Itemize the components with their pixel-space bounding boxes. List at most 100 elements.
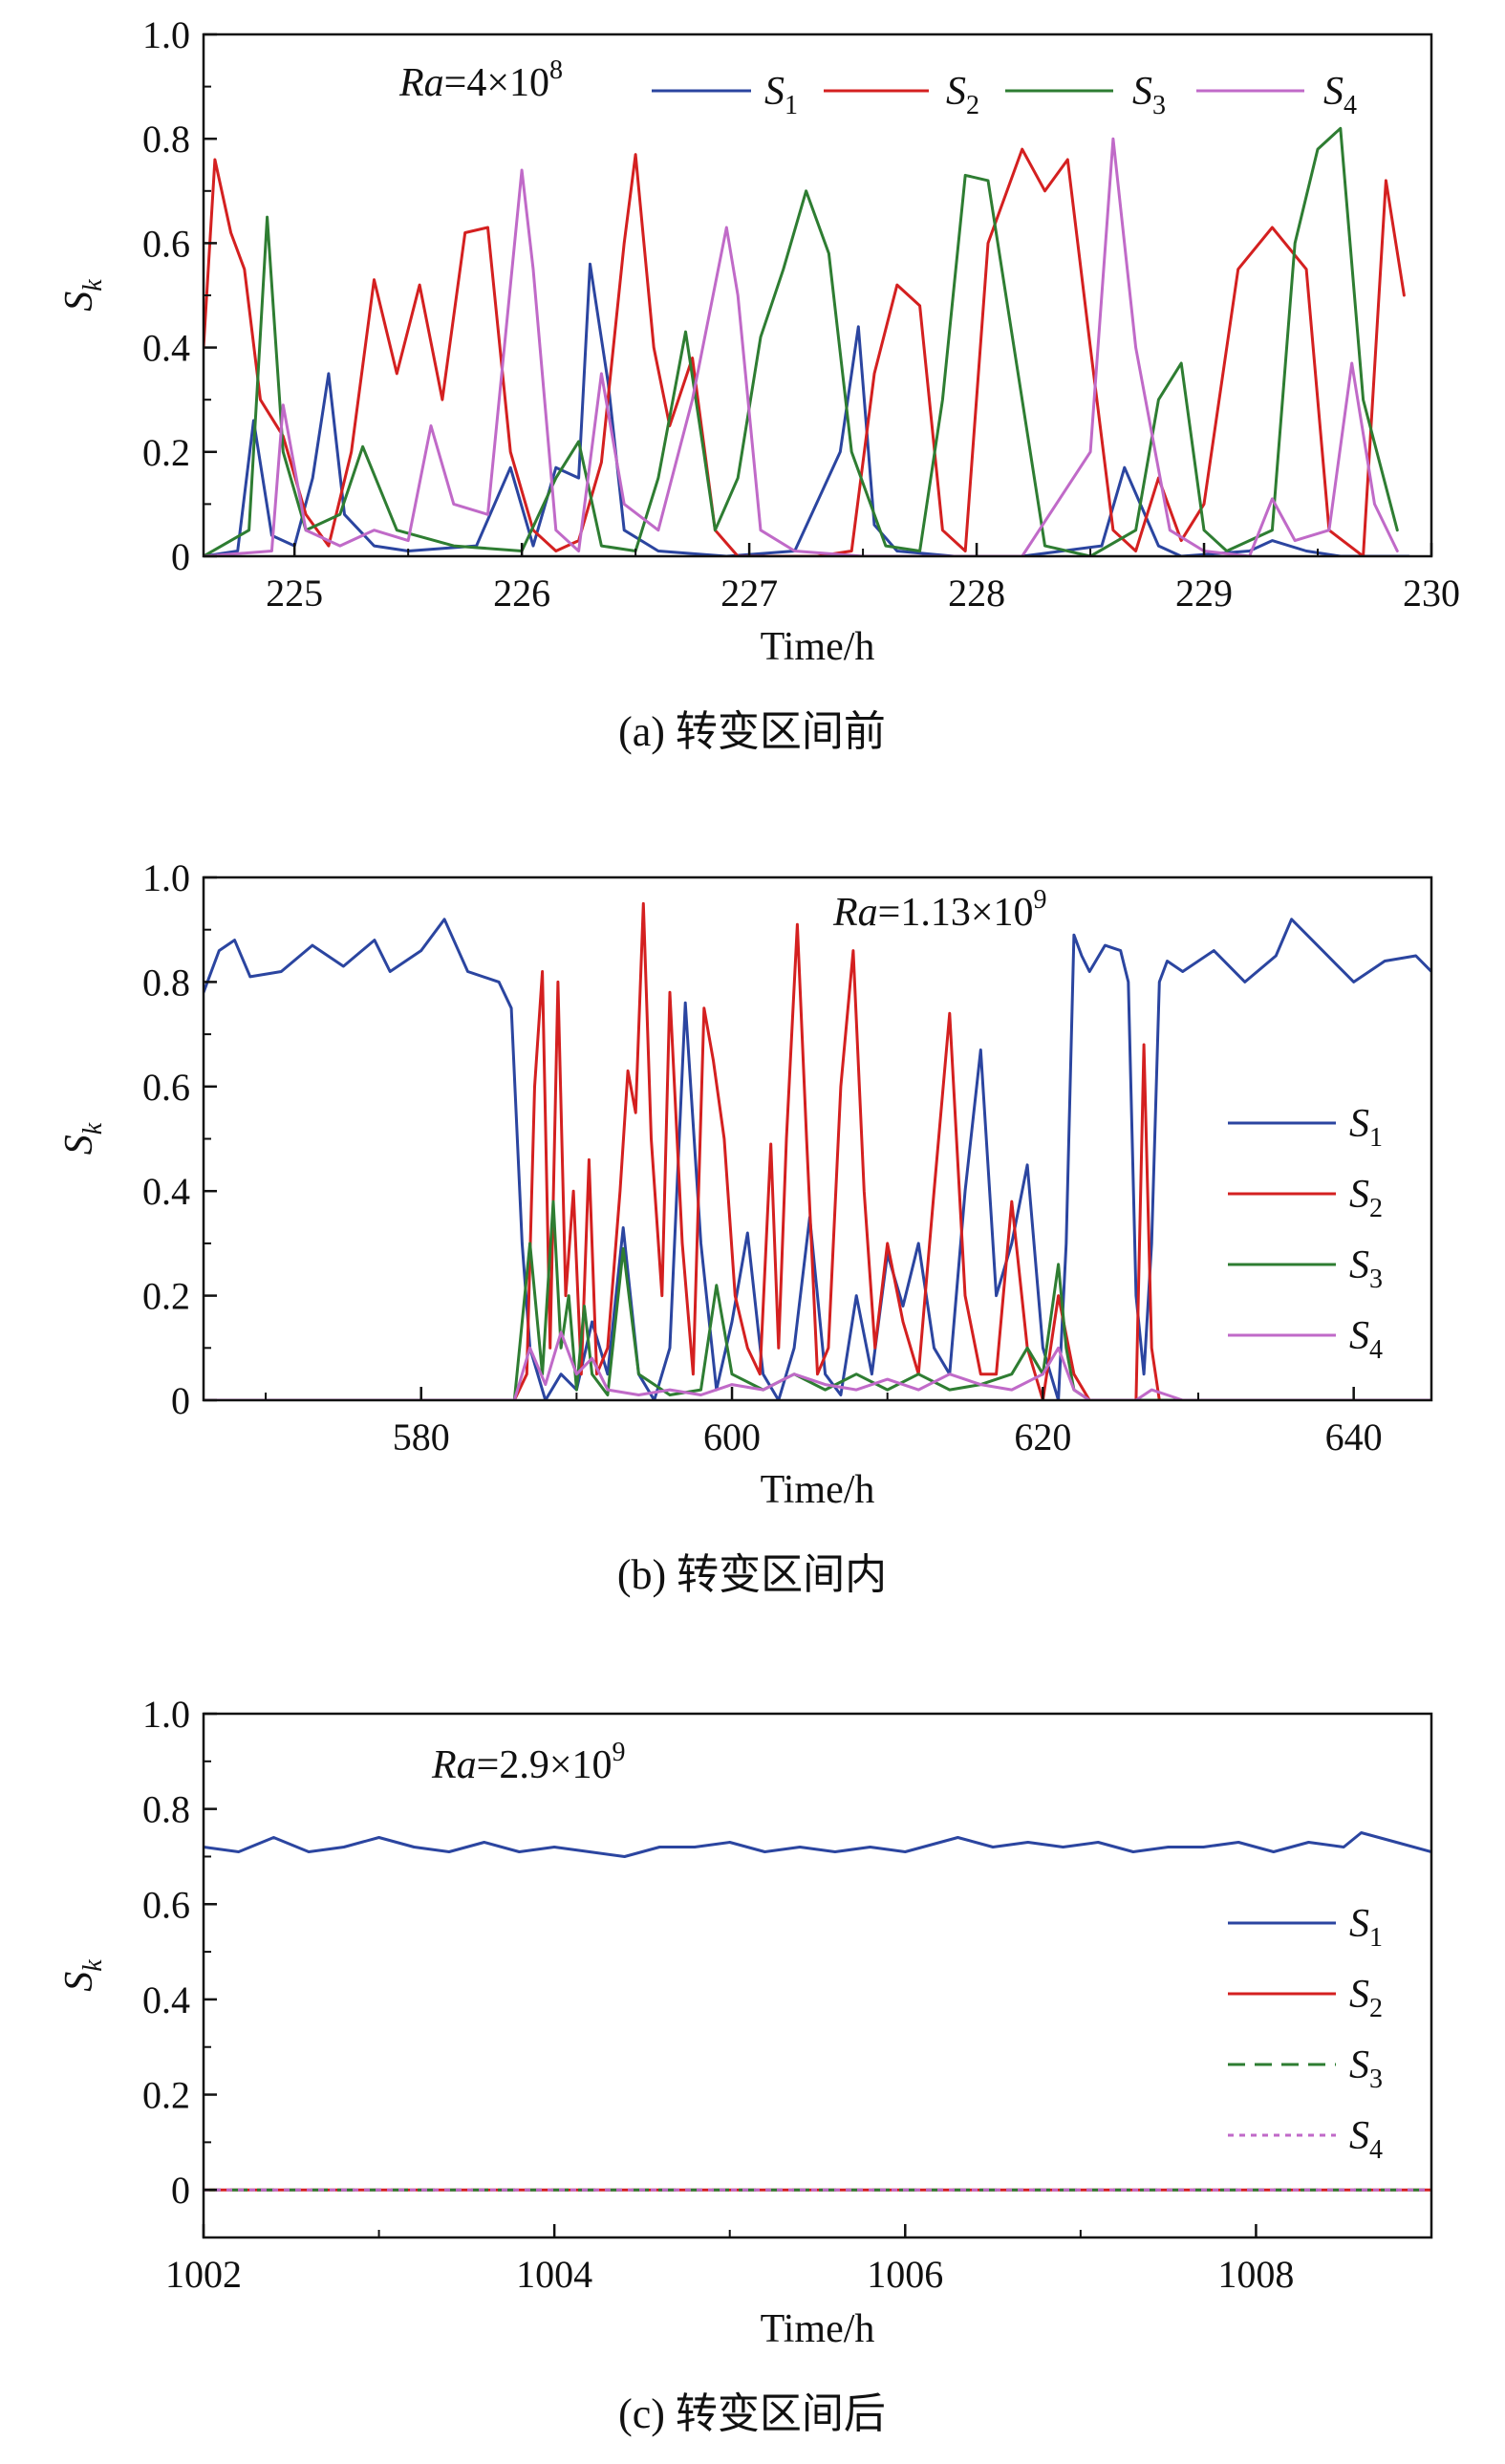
legend-label-sub: 2	[966, 91, 979, 120]
y-axis-title-main: S	[57, 1972, 101, 1992]
legend-label-main: S	[1349, 2043, 1369, 2087]
legend-label-main: S	[1349, 1243, 1369, 1287]
series-line-s1	[204, 1831, 1431, 1858]
x-tick-label: 1002	[165, 2253, 242, 2296]
x-tick-label: 230	[1403, 572, 1460, 615]
legend-label-s3: S3	[1132, 70, 1166, 120]
legend-label-sub: 4	[1344, 91, 1357, 120]
legend-label-s1: S1	[1349, 1902, 1383, 1953]
y-tick-label: 0.2	[142, 1275, 190, 1318]
rayleigh-annotation: Ra=2.9×109	[431, 1738, 626, 1787]
panel-b: 0 0.2 0.4 0.6 0.8 1.0 580 600 620 640 Time/h Sk Ra=1…	[57, 856, 1433, 1598]
legend-label-main: S	[1349, 1102, 1369, 1146]
legend-label-main: S	[1349, 1314, 1369, 1358]
y-tick-label: 0.8	[142, 961, 190, 1004]
panel-caption: (b) 转变区间内	[617, 1551, 887, 1598]
x-tick-label: 600	[703, 1416, 761, 1459]
legend-label-s4: S4	[1349, 2114, 1383, 2165]
legend-label-main: S	[1349, 1973, 1369, 2017]
y-tick-label: 1.0	[142, 856, 190, 899]
y-tick-label: 0	[171, 2169, 190, 2212]
legend-label-main: S	[1323, 70, 1344, 114]
y-tick-label: 0.6	[142, 1883, 190, 1926]
rayleigh-value: =1.13×10	[878, 891, 1034, 935]
x-tick-label: 226	[493, 572, 550, 615]
legend-label-main: S	[764, 70, 785, 114]
y-tick-label: 0.4	[142, 1170, 190, 1213]
x-tick-label: 1008	[1217, 2253, 1294, 2296]
series-group	[204, 126, 1410, 556]
series-line-s3	[204, 126, 1399, 556]
plot-frame	[202, 1712, 1433, 2239]
legend-label-sub: 3	[1369, 2064, 1383, 2094]
legend-label-s2: S2	[1349, 1973, 1383, 2023]
legend-label-sub: 3	[1152, 91, 1166, 120]
x-tick-label: 1006	[867, 2253, 943, 2296]
y-axis-title: Sk	[57, 279, 108, 312]
rayleigh-prefix: Ra	[832, 891, 878, 935]
panel-caption: (a) 转变区间前	[618, 708, 886, 755]
x-tick-label: 620	[1014, 1416, 1071, 1459]
rayleigh-exponent: 9	[1034, 885, 1047, 915]
series-group	[204, 901, 1431, 1400]
legend-label-sub: 4	[1369, 2135, 1383, 2165]
rayleigh-exponent: 9	[613, 1738, 626, 1767]
y-axis-title-sub: k	[78, 279, 108, 292]
legend-label-s2: S2	[1349, 1173, 1383, 1223]
legend-label-sub: 1	[1369, 1123, 1383, 1153]
legend-label-s3: S3	[1349, 2043, 1383, 2094]
y-tick-label: 0.8	[142, 1788, 190, 1831]
x-tick-label: 228	[948, 572, 1005, 615]
rayleigh-annotation: Ra=1.13×109	[832, 885, 1047, 935]
legend-label-s4: S4	[1323, 70, 1357, 120]
x-tick-label: 225	[266, 572, 323, 615]
y-tick-label: 0.2	[142, 2074, 190, 2117]
legend-label-s1: S1	[1349, 1102, 1383, 1153]
y-tick-label: 0.6	[142, 222, 190, 265]
series-line-s4	[204, 1330, 1431, 1400]
y-axis-title-sub: k	[78, 1122, 108, 1135]
y-axis-title-main: S	[57, 1135, 101, 1155]
x-tick-label: 580	[393, 1416, 450, 1459]
y-axis-title-sub: k	[78, 1959, 108, 1972]
legend-label-main: S	[1349, 2114, 1369, 2158]
legend-label-main: S	[946, 70, 966, 114]
plot-frame	[202, 875, 1433, 1402]
plot-frame	[202, 32, 1433, 558]
x-axis-title: Time/h	[761, 625, 875, 669]
legend-label-main: S	[1349, 1902, 1369, 1946]
panel-caption: (c) 转变区间后	[618, 2390, 886, 2437]
y-tick-label: 0.6	[142, 1066, 190, 1109]
y-axis-title-main: S	[57, 292, 101, 312]
y-tick-label: 0	[171, 535, 190, 578]
legend-label-s3: S3	[1349, 1243, 1383, 1294]
y-tick-label: 0.2	[142, 431, 190, 474]
series-line-s3	[204, 1200, 1431, 1400]
legend-label-sub: 3	[1369, 1264, 1383, 1294]
y-tick-label: 0.4	[142, 327, 190, 370]
rayleigh-annotation: Ra=4×108	[398, 55, 563, 105]
x-tick-label: 229	[1175, 572, 1233, 615]
series-line-s1	[204, 918, 1431, 1400]
legend-label-s4: S4	[1349, 1314, 1383, 1365]
y-tick-label: 1.0	[142, 1693, 190, 1736]
x-tick-label: 1004	[516, 2253, 592, 2296]
y-axis-title: Sk	[57, 1122, 108, 1155]
x-axis-title: Time/h	[761, 1468, 875, 1512]
rayleigh-value: =4×10	[444, 61, 549, 105]
legend-label-main: S	[1349, 1173, 1369, 1217]
panel-c: 0 0.2 0.4 0.6 0.8 1.0 1002 1004 1006 1008 Time/h Sk…	[57, 1693, 1433, 2437]
series-line-s4	[204, 137, 1399, 556]
series-line-s1	[204, 262, 1410, 556]
legend-label-main: S	[1132, 70, 1152, 114]
y-tick-label: 1.0	[142, 13, 190, 56]
y-tick-label: 0.4	[142, 1978, 190, 2021]
legend-label-sub: 4	[1369, 1335, 1383, 1365]
x-tick-label: 640	[1325, 1416, 1383, 1459]
legend-label-s1: S1	[764, 70, 798, 120]
y-axis-title: Sk	[57, 1959, 108, 1992]
rayleigh-prefix: Ra	[398, 61, 444, 105]
rayleigh-value: =2.9×10	[477, 1743, 613, 1787]
